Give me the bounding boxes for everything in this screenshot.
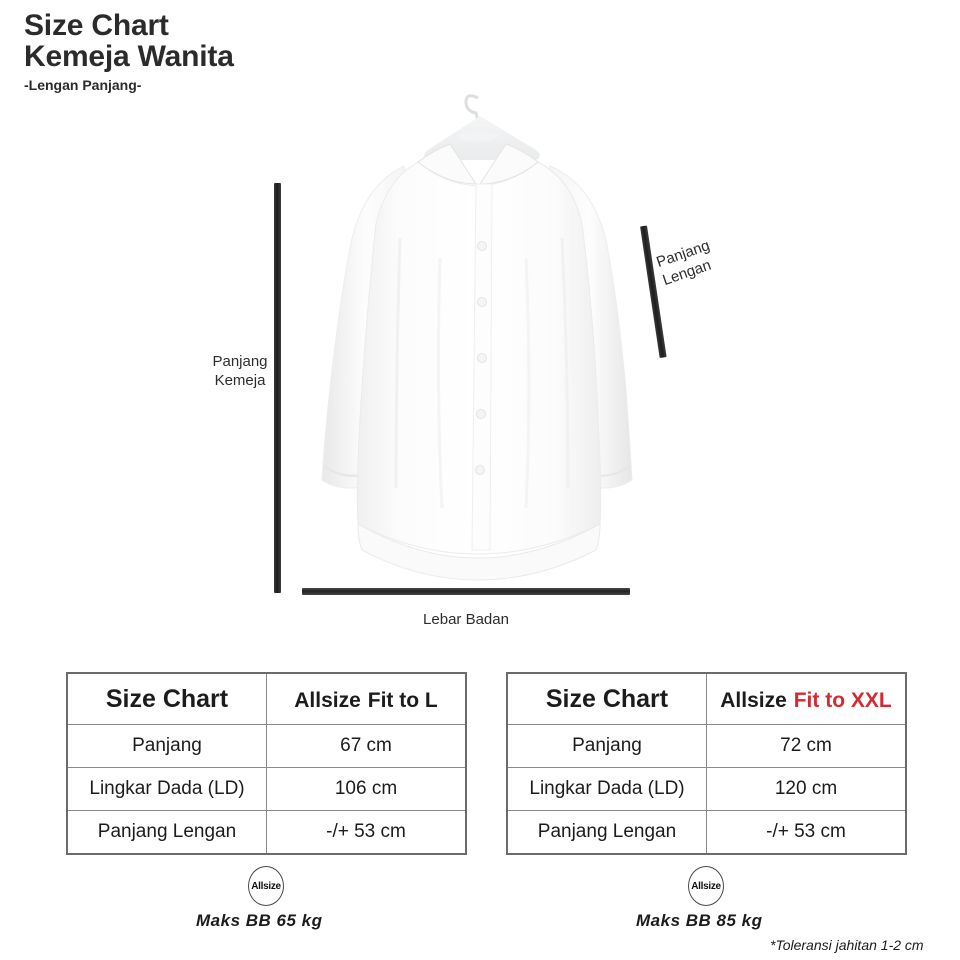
sleeve-label: Panjang Lengan [654,223,757,290]
size-table-left: Size Chart Allsize Fit to L Panjang 67 c… [66,672,467,855]
allsize-badge-right: Allsize [688,866,724,906]
shirt-illustration [300,88,662,588]
table-row: Panjang Lengan -/+ 53 cm [66,810,467,855]
length-label-line1: Panjang [212,353,268,370]
row-value-panjang-lengan: -/+ 53 cm [706,810,907,855]
row-value-panjang-lengan: -/+ 53 cm [266,810,467,855]
row-label-panjang-lengan: Panjang Lengan [506,810,707,855]
table-header-col1: Size Chart [66,672,267,725]
allsize-badge-right-text: Allsize [691,880,721,892]
row-value-panjang: 72 cm [706,724,907,768]
row-label-panjang-lengan: Panjang Lengan [66,810,267,855]
table-header-col1: Size Chart [506,672,707,725]
table-header-col2-prefix: Allsize [720,688,787,712]
allsize-badge-left: Allsize [248,866,284,906]
row-label-panjang: Panjang [66,724,267,768]
page-subtitle: -Lengan Panjang- [24,77,142,93]
max-weight-left: Maks BB 65 kg [196,911,323,930]
length-measure-bar [274,183,281,593]
table-row: Lingkar Dada (LD) 106 cm [66,767,467,811]
row-value-lingkar-dada: 120 cm [706,767,907,811]
row-label-panjang: Panjang [506,724,707,768]
table-header-col2-suffix: Fit to L [367,688,438,712]
table-header-row: Size Chart Allsize Fit to L [66,672,467,725]
table-row: Panjang Lengan -/+ 53 cm [506,810,907,855]
table-row: Panjang 72 cm [506,724,907,768]
row-label-lingkar-dada: Lingkar Dada (LD) [506,767,707,811]
length-label: Panjang Kemeja [200,352,280,390]
allsize-badge-left-text: Allsize [251,880,281,892]
table-row: Lingkar Dada (LD) 120 cm [506,767,907,811]
table-header-col2: Allsize Fit to XXL [706,672,907,725]
row-value-lingkar-dada: 106 cm [266,767,467,811]
size-table-right: Size Chart Allsize Fit to XXL Panjang 72… [506,672,907,855]
max-weight-right: Maks BB 85 kg [636,911,763,930]
table-header-col2: Allsize Fit to L [266,672,467,725]
page-title-block: Size Chart Kemeja Wanita -Lengan Panjang… [24,10,234,95]
page-title-line2: Kemeja Wanita [24,40,234,73]
table-header-row: Size Chart Allsize Fit to XXL [506,672,907,725]
width-label: Lebar Badan [423,611,509,628]
row-label-lingkar-dada: Lingkar Dada (LD) [66,767,267,811]
table-header-col2-suffix: Fit to XXL [793,688,892,712]
table-row: Panjang 67 cm [66,724,467,768]
width-measure-bar [302,588,630,595]
row-value-panjang: 67 cm [266,724,467,768]
page-title-line1: Size Chart [24,9,169,42]
tolerance-footnote: *Toleransi jahitan 1-2 cm [770,937,924,953]
length-label-line2: Kemeja [214,372,266,389]
table-header-col2-prefix: Allsize [294,688,361,712]
